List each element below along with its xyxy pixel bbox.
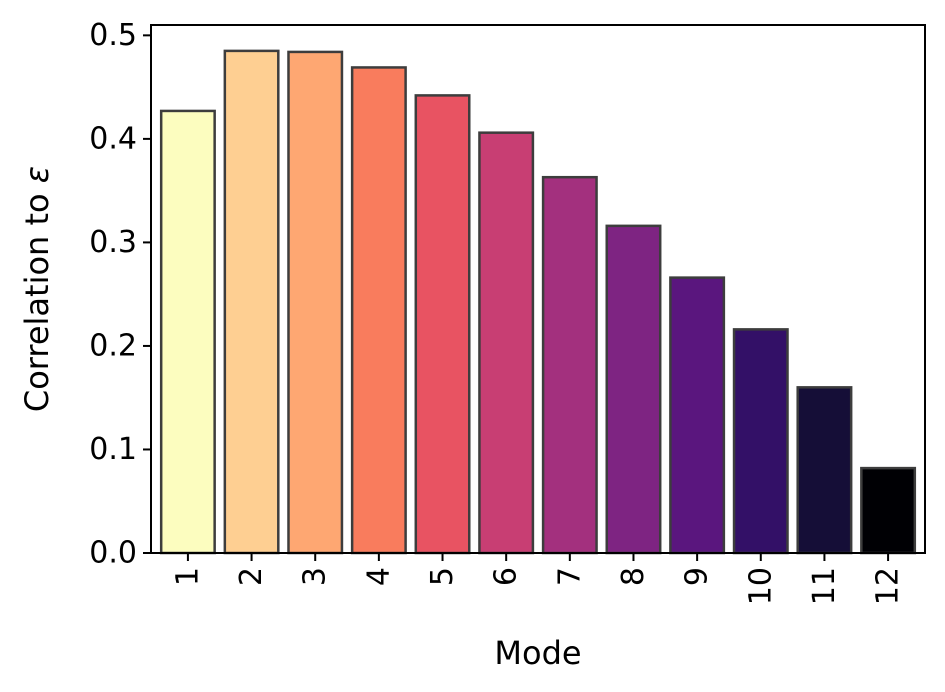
y-tick-label: 0.4 xyxy=(89,121,137,156)
bar-mode-4 xyxy=(350,66,407,555)
x-tick-label: 10 xyxy=(743,567,778,605)
y-tick-label: 0.5 xyxy=(89,18,137,53)
x-tick-label: 12 xyxy=(871,567,906,605)
x-axis: 1 2 3 4 5 6 7 8 9 10 11 12 xyxy=(170,553,906,605)
bar-mode-9 xyxy=(669,276,726,555)
x-axis-label: Mode xyxy=(494,634,581,672)
x-tick-label: 11 xyxy=(807,567,842,605)
y-tick-label: 0.0 xyxy=(89,536,137,571)
y-axis: 0.0 0.1 0.2 0.3 0.4 0.5 xyxy=(89,18,151,571)
bar-mode-10 xyxy=(732,328,789,555)
y-axis-label: Correlation to ε xyxy=(18,166,56,412)
y-tick-label: 0.1 xyxy=(89,432,137,467)
x-tick-label: 8 xyxy=(616,567,651,586)
x-tick-label: 3 xyxy=(298,567,333,586)
x-tick-label: 5 xyxy=(425,567,460,586)
plot-frame xyxy=(150,24,926,554)
bar-mode-12 xyxy=(860,466,917,555)
x-tick-label: 7 xyxy=(552,567,587,586)
y-tick-label: 0.3 xyxy=(89,225,137,260)
x-tick-label: 6 xyxy=(489,567,524,586)
y-axis-label-symbol: ε xyxy=(18,166,56,183)
x-tick-label: 2 xyxy=(234,567,269,586)
y-axis-label-prefix: Correlation to xyxy=(18,183,56,412)
bar-mode-6 xyxy=(478,131,535,555)
bar-mode-1 xyxy=(159,109,216,555)
bar-mode-3 xyxy=(287,50,344,555)
x-tick-label: 1 xyxy=(170,567,205,586)
bars-group xyxy=(159,49,917,555)
x-tick-label: 4 xyxy=(361,567,396,586)
bar-mode-2 xyxy=(223,49,280,555)
bar-mode-7 xyxy=(541,175,598,555)
y-tick-label: 0.2 xyxy=(89,328,137,363)
bar-mode-8 xyxy=(605,224,662,555)
x-tick-label: 9 xyxy=(680,567,715,586)
bar-mode-5 xyxy=(414,94,471,555)
bar-mode-11 xyxy=(796,386,853,555)
